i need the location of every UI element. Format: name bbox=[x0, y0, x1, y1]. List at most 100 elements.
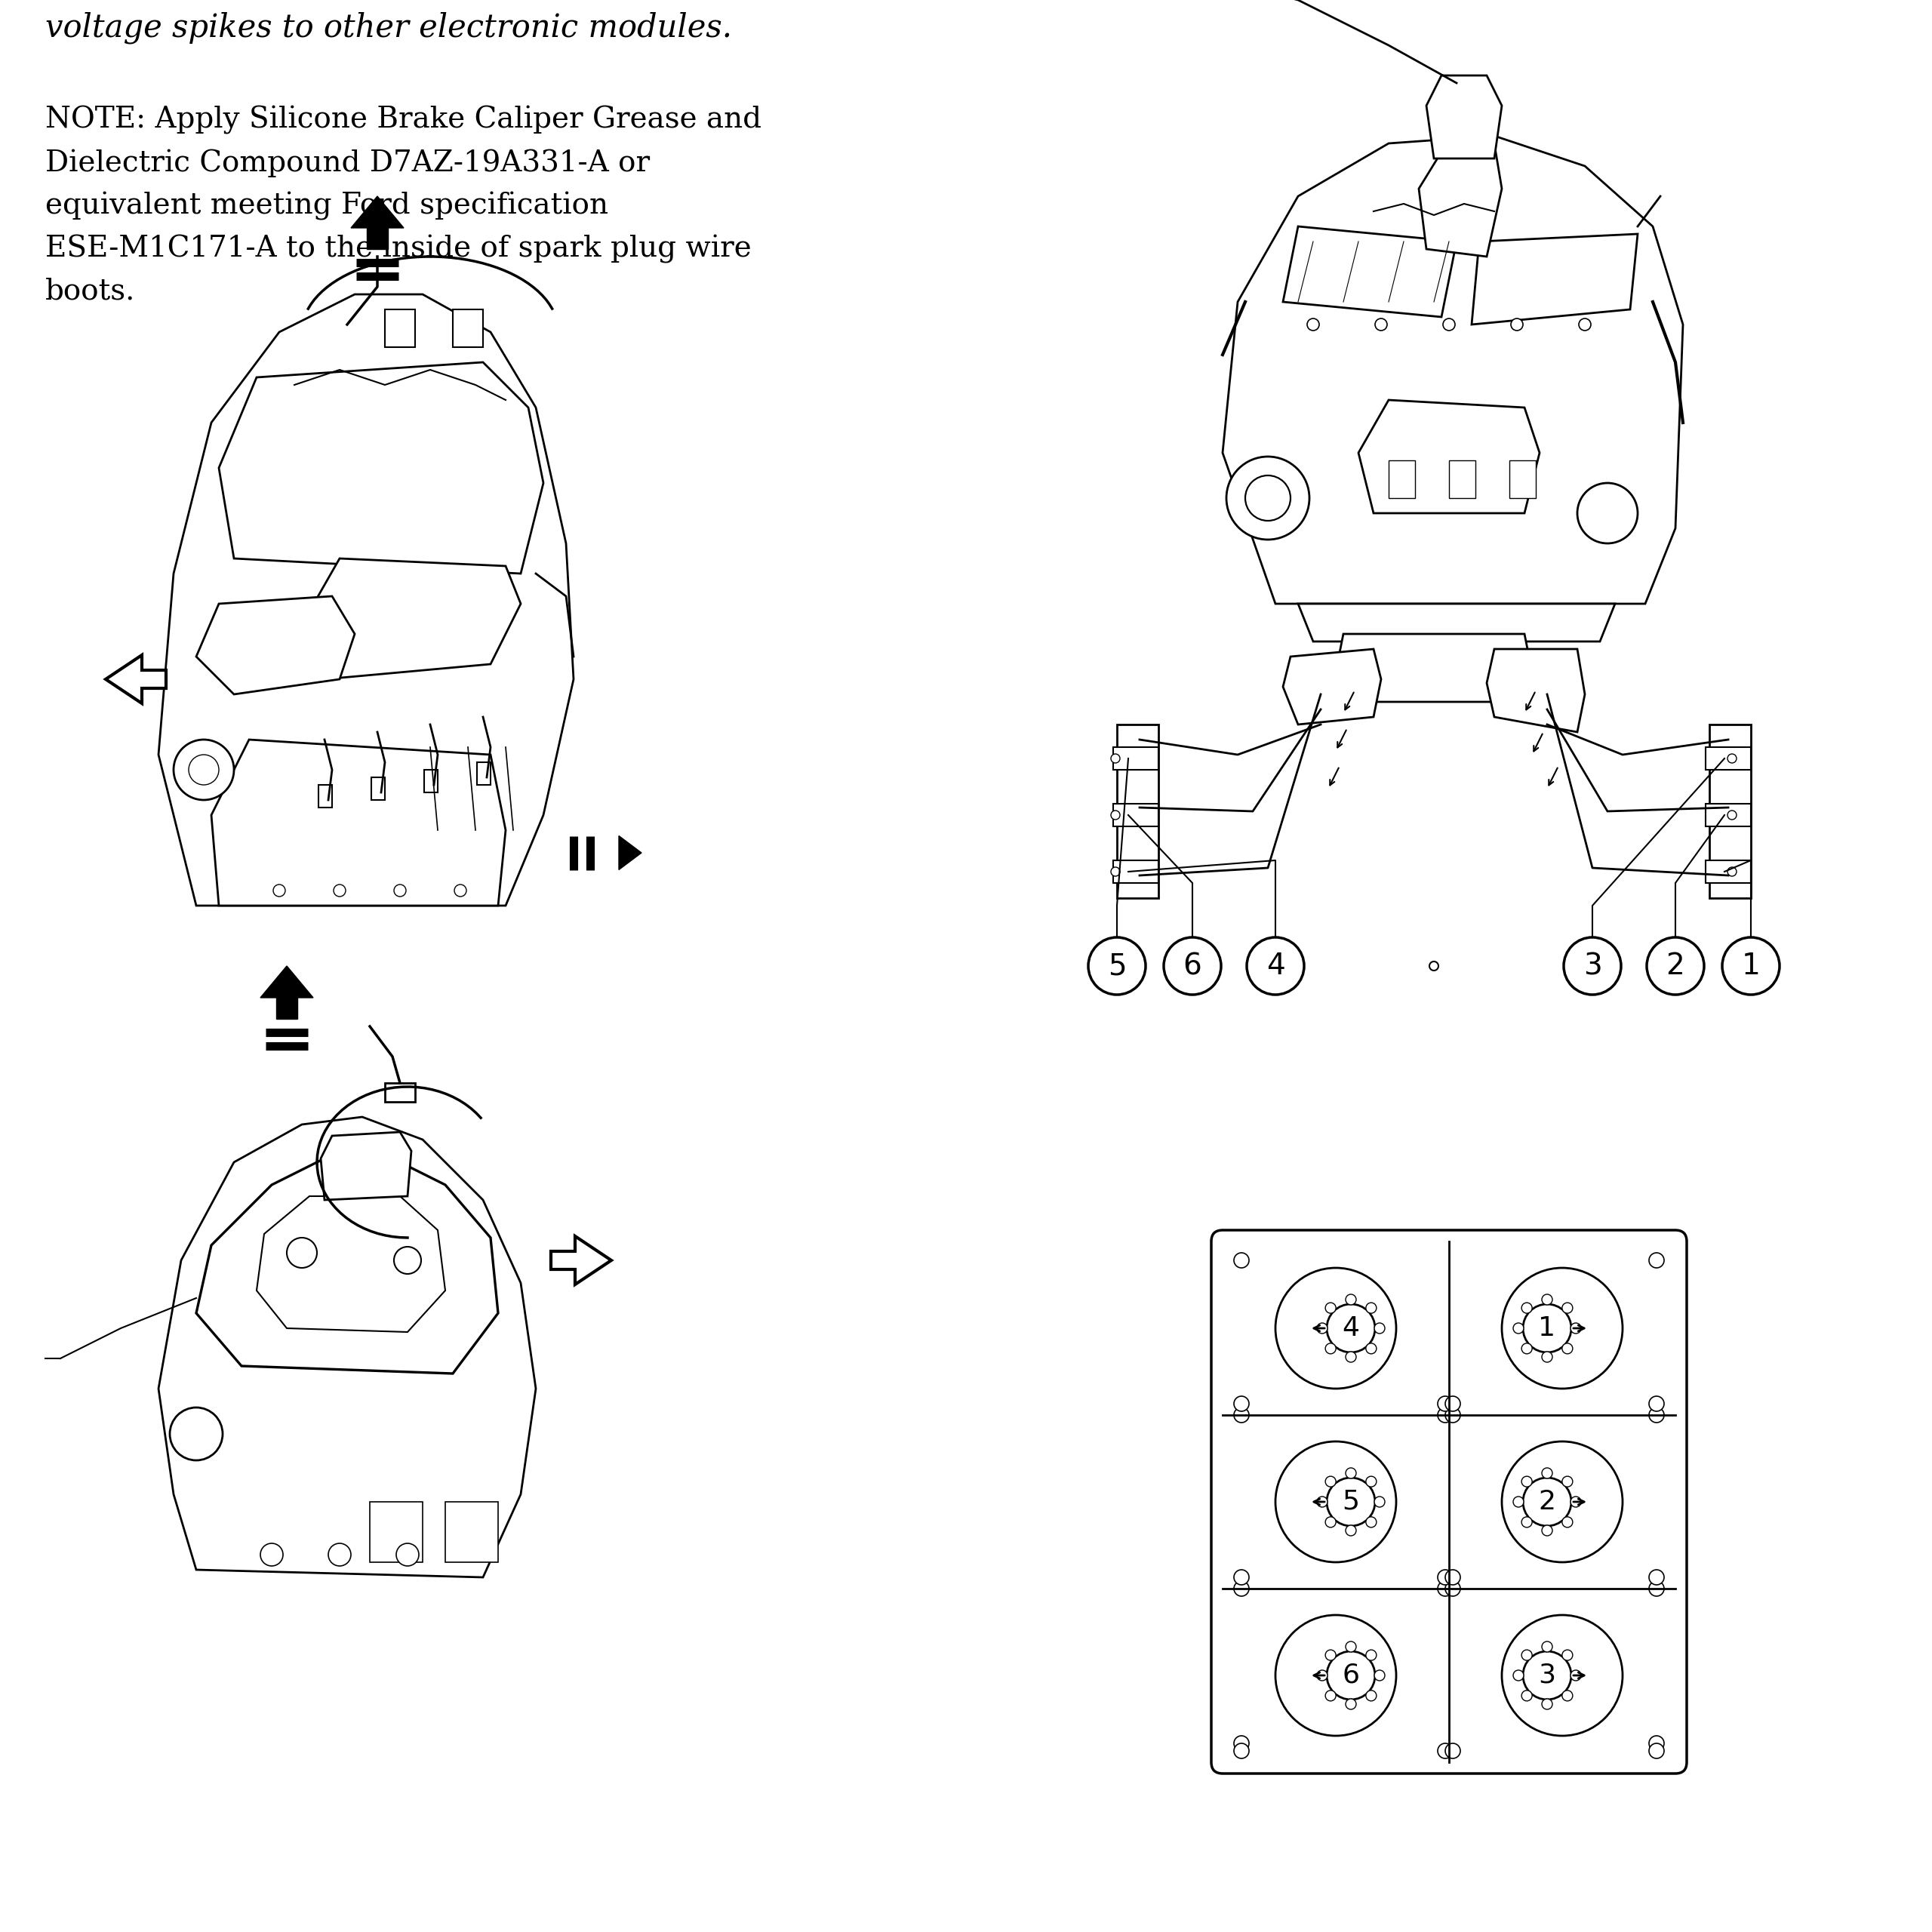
Circle shape bbox=[1235, 1580, 1248, 1596]
Circle shape bbox=[1501, 1267, 1623, 1389]
Text: 4: 4 bbox=[1343, 1316, 1360, 1341]
Circle shape bbox=[394, 1246, 421, 1273]
Circle shape bbox=[1650, 1580, 1663, 1596]
Text: 1: 1 bbox=[1538, 1316, 1555, 1341]
Polygon shape bbox=[1335, 634, 1532, 701]
Bar bbox=[1117, 724, 1159, 898]
Bar bbox=[452, 309, 483, 348]
Bar bbox=[1113, 748, 1159, 769]
Text: NOTE: Apply Silicone Brake Caliper Grease and
Dielectric Compound D7AZ-19A331-A : NOTE: Apply Silicone Brake Caliper Greas… bbox=[44, 106, 761, 305]
Circle shape bbox=[1542, 1468, 1553, 1478]
Circle shape bbox=[1522, 1304, 1571, 1352]
Polygon shape bbox=[261, 966, 313, 997]
Circle shape bbox=[1163, 937, 1221, 995]
Circle shape bbox=[1374, 1323, 1385, 1333]
Circle shape bbox=[1578, 319, 1590, 330]
Text: 1: 1 bbox=[1741, 952, 1760, 980]
Circle shape bbox=[1345, 1698, 1356, 1710]
Circle shape bbox=[1646, 937, 1704, 995]
Circle shape bbox=[1522, 1343, 1532, 1354]
Circle shape bbox=[1542, 1642, 1553, 1652]
Text: 6: 6 bbox=[1182, 952, 1202, 980]
Circle shape bbox=[1235, 1743, 1248, 1758]
Circle shape bbox=[1366, 1690, 1376, 1700]
Bar bbox=[319, 784, 332, 808]
Circle shape bbox=[1235, 1735, 1248, 1750]
Circle shape bbox=[1374, 1669, 1385, 1681]
FancyBboxPatch shape bbox=[1211, 1231, 1687, 1774]
Circle shape bbox=[1513, 1669, 1524, 1681]
Polygon shape bbox=[352, 197, 404, 228]
Circle shape bbox=[1235, 1397, 1248, 1410]
Circle shape bbox=[1563, 1343, 1573, 1354]
Circle shape bbox=[1437, 1569, 1453, 1584]
Polygon shape bbox=[158, 294, 574, 906]
Circle shape bbox=[1501, 1615, 1623, 1735]
Circle shape bbox=[1366, 1476, 1376, 1488]
Circle shape bbox=[1445, 1580, 1461, 1596]
Polygon shape bbox=[158, 1117, 535, 1577]
Circle shape bbox=[1318, 1497, 1327, 1507]
Circle shape bbox=[1493, 655, 1511, 672]
Circle shape bbox=[1327, 1304, 1376, 1352]
Circle shape bbox=[1445, 1408, 1461, 1422]
Circle shape bbox=[1345, 1524, 1356, 1536]
Text: 4: 4 bbox=[1265, 952, 1285, 980]
Bar bbox=[1509, 460, 1536, 498]
Circle shape bbox=[1650, 1743, 1663, 1758]
Circle shape bbox=[272, 885, 286, 896]
Circle shape bbox=[1235, 1569, 1248, 1584]
Circle shape bbox=[170, 1408, 222, 1461]
Bar bbox=[384, 1084, 415, 1101]
Circle shape bbox=[1325, 1476, 1335, 1488]
Circle shape bbox=[1111, 753, 1121, 763]
Circle shape bbox=[1325, 1302, 1335, 1314]
Circle shape bbox=[1246, 937, 1304, 995]
Bar bbox=[1706, 748, 1750, 769]
Polygon shape bbox=[321, 1132, 412, 1200]
Circle shape bbox=[1563, 1517, 1573, 1528]
Circle shape bbox=[1325, 1650, 1335, 1660]
Bar bbox=[369, 1501, 423, 1563]
Circle shape bbox=[454, 885, 466, 896]
Bar bbox=[444, 1501, 498, 1563]
Circle shape bbox=[1366, 1343, 1376, 1354]
Circle shape bbox=[1563, 1476, 1573, 1488]
Circle shape bbox=[1275, 1615, 1397, 1735]
Circle shape bbox=[1513, 1497, 1524, 1507]
Circle shape bbox=[1437, 1408, 1453, 1422]
Circle shape bbox=[1227, 456, 1310, 539]
Circle shape bbox=[328, 1544, 352, 1567]
Circle shape bbox=[1445, 1397, 1461, 1410]
Circle shape bbox=[1542, 1294, 1553, 1304]
Circle shape bbox=[1366, 1302, 1376, 1314]
Circle shape bbox=[1522, 1650, 1532, 1660]
Circle shape bbox=[1522, 1478, 1571, 1526]
Polygon shape bbox=[106, 655, 166, 703]
Bar bbox=[1113, 860, 1159, 883]
Circle shape bbox=[1345, 1352, 1356, 1362]
Circle shape bbox=[1325, 1690, 1335, 1700]
Text: voltage spikes to other electronic modules.: voltage spikes to other electronic modul… bbox=[44, 12, 732, 43]
Circle shape bbox=[1571, 1669, 1580, 1681]
Circle shape bbox=[1522, 1302, 1532, 1314]
Circle shape bbox=[1542, 1524, 1553, 1536]
Circle shape bbox=[1437, 1580, 1453, 1596]
Circle shape bbox=[1318, 1669, 1327, 1681]
Circle shape bbox=[1513, 1323, 1524, 1333]
Circle shape bbox=[1318, 1323, 1327, 1333]
Text: 5: 5 bbox=[1107, 952, 1126, 980]
Circle shape bbox=[1437, 1743, 1453, 1758]
Polygon shape bbox=[211, 740, 506, 906]
Circle shape bbox=[1650, 1735, 1663, 1750]
Circle shape bbox=[1376, 319, 1387, 330]
Circle shape bbox=[1563, 1690, 1573, 1700]
Polygon shape bbox=[1472, 234, 1638, 325]
Bar bbox=[367, 228, 388, 249]
Circle shape bbox=[1437, 1397, 1453, 1410]
Circle shape bbox=[1088, 937, 1146, 995]
Polygon shape bbox=[1358, 400, 1540, 514]
Circle shape bbox=[1327, 1652, 1376, 1700]
Circle shape bbox=[1563, 937, 1621, 995]
Circle shape bbox=[1563, 1302, 1573, 1314]
